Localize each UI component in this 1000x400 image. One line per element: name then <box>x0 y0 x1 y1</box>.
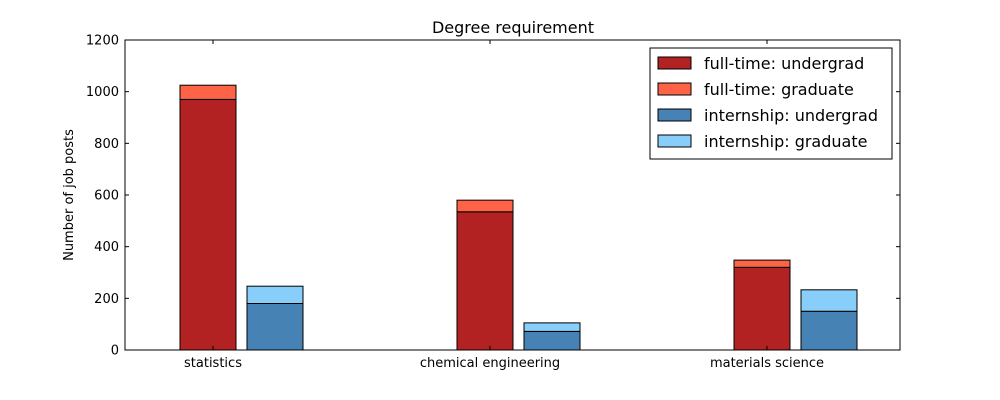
legend-swatch-full-time-undergrad <box>657 56 692 70</box>
bar-chemical-engineering-internship-graduate <box>523 322 581 332</box>
bar-chemical-engineering-full-time-undergrad <box>456 211 514 351</box>
x-axis: statistics chemical engineering materials … <box>184 40 824 371</box>
y-tick-label: 0 <box>111 344 119 359</box>
bar-materials-science-internship-graduate <box>800 289 858 312</box>
legend-swatch-full-time-graduate <box>657 82 692 96</box>
y-tick-label: 200 <box>94 292 119 307</box>
legend-label-internship-graduate: internship: graduate <box>704 132 867 151</box>
y-axis: 0 200 400 600 800 1000 1200 <box>86 34 900 359</box>
y-tick-label: 800 <box>94 137 119 152</box>
x-tick-label-materials-science: materials science <box>710 356 824 371</box>
legend-swatch-internship-undergrad <box>657 108 692 122</box>
x-tick-label-statistics: statistics <box>184 356 242 371</box>
y-axis-label: Number of job posts <box>62 129 77 261</box>
bar-materials-science-full-time-undergrad <box>733 266 791 351</box>
legend: full-time: undergrad full-time: graduate i… <box>649 47 893 160</box>
legend-label-full-time-graduate: full-time: graduate <box>704 80 854 99</box>
bar-chemical-engineering-full-time-graduate <box>456 199 514 213</box>
x-tick-label-chemical-engineering: chemical engineering <box>420 356 560 371</box>
y-tick-label: 1200 <box>86 34 119 49</box>
legend-label-internship-undergrad: internship: undergrad <box>704 106 878 125</box>
legend-swatch-internship-graduate <box>657 134 692 148</box>
bar-statistics-internship-graduate <box>246 285 304 305</box>
bar-statistics-internship-undergrad <box>246 303 304 351</box>
y-tick-label: 600 <box>94 189 119 204</box>
legend-label-full-time-undergrad: full-time: undergrad <box>704 54 864 73</box>
chart-title: Degree requirement <box>432 18 594 37</box>
bar-materials-science-internship-undergrad <box>800 310 858 351</box>
bar-statistics-full-time-graduate <box>179 84 237 100</box>
y-tick-label: 400 <box>94 240 119 255</box>
bar-materials-science-full-time-graduate <box>733 259 791 268</box>
bar-chemical-engineering-internship-undergrad <box>523 330 581 351</box>
bars-layer <box>179 84 858 351</box>
bar-statistics-full-time-undergrad <box>179 98 237 351</box>
y-tick-label: 1000 <box>86 85 119 100</box>
